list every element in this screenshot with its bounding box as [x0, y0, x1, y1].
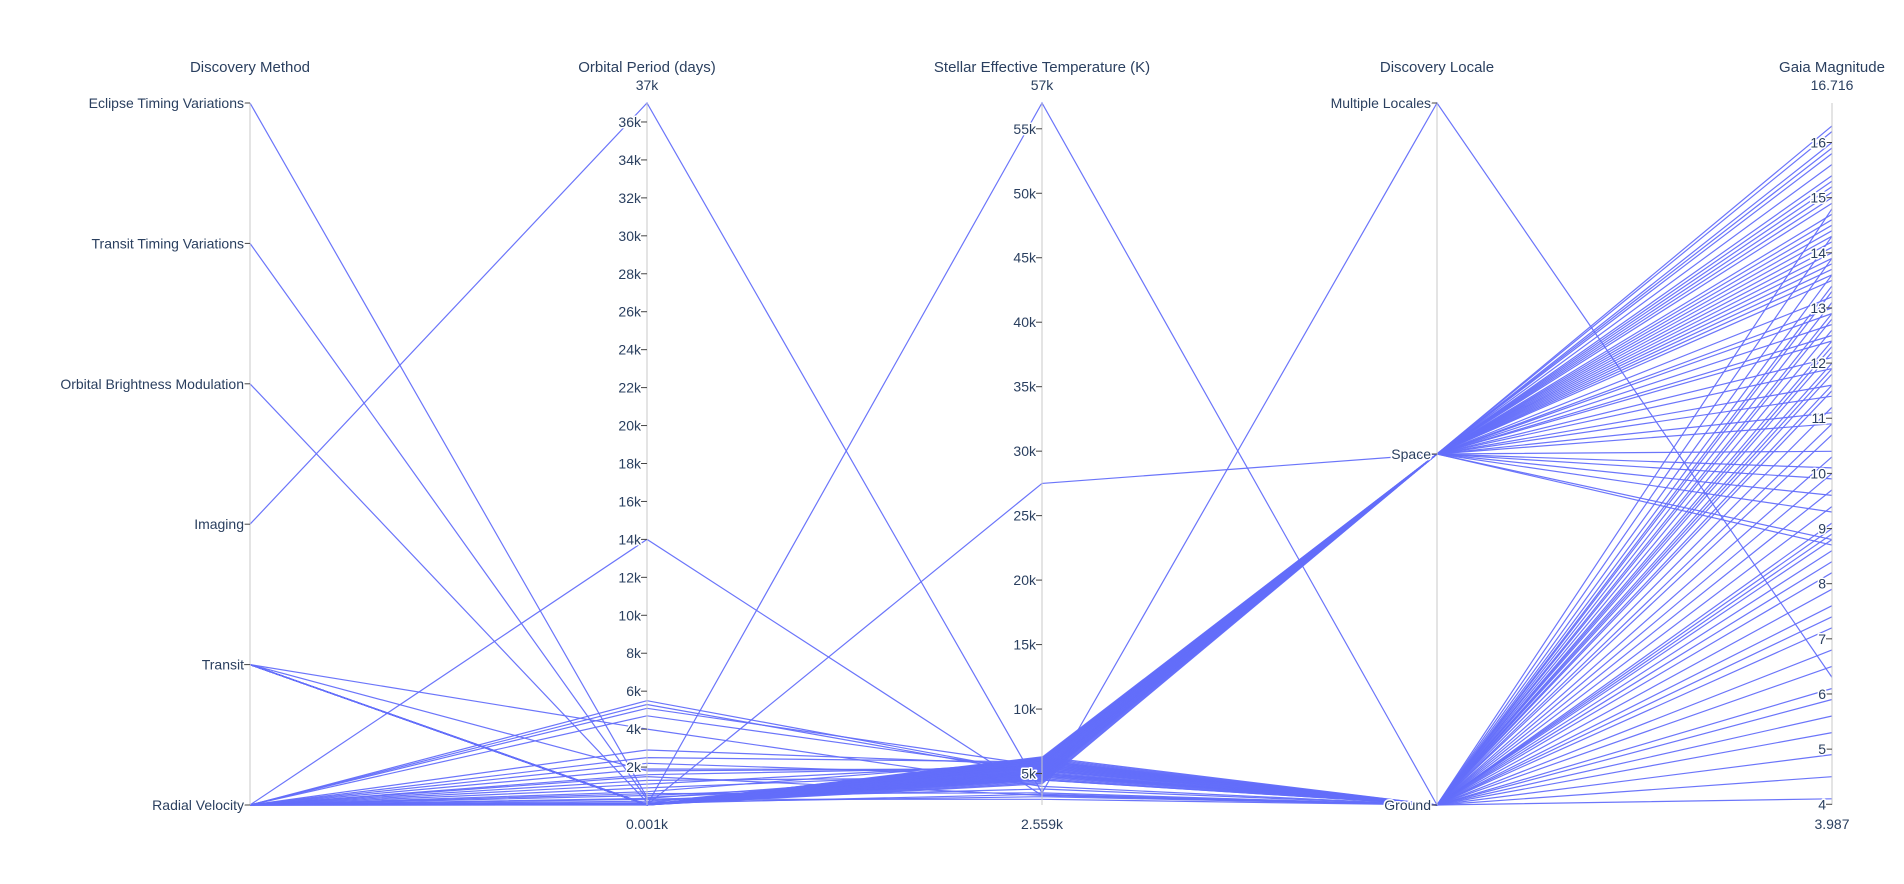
data-line-40 — [249, 373, 1833, 806]
data-line-72 — [249, 147, 1833, 806]
axis-title-locale: Discovery Locale — [1380, 59, 1494, 76]
tick-label-teff-7: 40k — [1013, 314, 1037, 330]
tick-label-gaia-12: 16 — [1810, 134, 1826, 150]
tick-label-teff-9: 50k — [1013, 185, 1037, 201]
data-line-43 — [249, 285, 1833, 806]
tick-label-period-10: 22k — [618, 380, 642, 396]
tick-label-period-2: 6k — [626, 683, 642, 699]
axis-min-label-teff: 2.559k — [1021, 816, 1064, 832]
data-line-68 — [249, 357, 1833, 806]
tick-label-method-2: Imaging — [194, 516, 244, 532]
data-line-59 — [249, 323, 1833, 806]
data-line-48 — [249, 191, 1833, 806]
tick-label-teff-8: 45k — [1013, 250, 1037, 266]
axis-method[interactable]: Discovery Method Radial Velocity Transit Im… — [59, 59, 310, 815]
data-lines — [249, 101, 1833, 806]
tick-label-teff-5: 30k — [1013, 443, 1037, 459]
data-line-54 — [249, 202, 1833, 806]
data-line-38 — [249, 340, 1833, 806]
data-line-66 — [249, 197, 1833, 806]
tick-label-teff-6: 35k — [1013, 379, 1037, 395]
data-line-83 — [249, 453, 1833, 806]
axis-gaia[interactable]: Gaia Magnitude 4 5 6 7 8 9 10 11 12 13 14 15 16 16.716… — [1779, 59, 1885, 832]
tick-label-teff-4: 25k — [1013, 508, 1037, 524]
tick-label-teff-2: 15k — [1013, 637, 1037, 653]
data-line-1 — [249, 235, 1833, 806]
tick-label-teff-0: 5k — [1021, 766, 1037, 782]
data-line-69 — [249, 246, 1833, 806]
axis-title-method: Discovery Method — [190, 59, 310, 76]
tick-label-gaia-1: 5 — [1818, 741, 1826, 757]
tick-label-method-3: Orbital Brightness Modulation — [60, 376, 244, 392]
tick-label-locale-1: Space — [1391, 446, 1431, 462]
tick-label-method-4: Transit Timing Variations — [92, 235, 245, 251]
data-line-57 — [249, 180, 1833, 806]
tick-label-period-17: 36k — [618, 114, 642, 130]
tick-label-period-7: 16k — [618, 493, 642, 509]
axis-teff[interactable]: Stellar Effective Temperature (K) 5k 10k 15… — [934, 59, 1150, 832]
data-line-77 — [249, 384, 1833, 806]
tick-label-period-3: 8k — [626, 645, 642, 661]
tick-label-teff-3: 20k — [1013, 572, 1037, 588]
axis-max-label-gaia: 16.716 — [1811, 77, 1854, 93]
tick-label-gaia-4: 8 — [1818, 576, 1826, 592]
data-line-53 — [249, 142, 1833, 806]
tick-label-method-5: Eclipse Timing Variations — [89, 95, 244, 111]
tick-label-period-8: 18k — [618, 455, 642, 471]
tick-label-period-15: 32k — [618, 190, 642, 206]
data-line-33 — [249, 362, 1833, 806]
tick-label-gaia-7: 11 — [1811, 410, 1826, 426]
tick-label-method-1: Transit — [202, 657, 244, 673]
tick-label-gaia-3: 7 — [1818, 631, 1826, 647]
tick-label-period-16: 34k — [618, 152, 642, 168]
axis-title-period: Orbital Period (days) — [578, 59, 716, 76]
tick-label-period-1: 4k — [626, 721, 642, 737]
tick-label-gaia-9: 13 — [1810, 300, 1826, 316]
axis-min-label-period: 0.001k — [626, 816, 669, 832]
data-line-2 — [249, 257, 1833, 806]
axis-locale[interactable]: Discovery Locale Ground Space Multiple Loca… — [1329, 59, 1495, 815]
tick-label-gaia-5: 9 — [1818, 521, 1826, 537]
axis-max-label-period: 37k — [636, 77, 660, 93]
data-line-67 — [249, 257, 1833, 806]
data-line-75 — [249, 224, 1833, 806]
tick-label-gaia-2: 6 — [1818, 686, 1826, 702]
tick-label-locale-2: Multiple Locales — [1331, 95, 1431, 111]
axis-max-label-teff: 57k — [1031, 77, 1055, 93]
data-line-47 — [249, 219, 1833, 806]
tick-label-teff-1: 10k — [1013, 701, 1037, 717]
tick-label-period-11: 24k — [618, 342, 642, 358]
tick-label-period-6: 14k — [618, 531, 642, 547]
axis-title-teff: Stellar Effective Temperature (K) — [934, 59, 1150, 76]
tick-label-gaia-0: 4 — [1818, 796, 1826, 812]
axes: Discovery Method Radial Velocity Transit Im… — [59, 59, 1885, 832]
tick-label-period-14: 30k — [618, 228, 642, 244]
axis-period[interactable]: Orbital Period (days) 2k 4k 6k 8k 10k 12k 14k 16… — [578, 59, 716, 832]
tick-label-method-0: Radial Velocity — [152, 797, 244, 813]
tick-label-period-12: 26k — [618, 304, 642, 320]
tick-label-period-9: 20k — [618, 418, 642, 434]
axis-title-gaia: Gaia Magnitude — [1779, 59, 1885, 76]
data-line-22 — [249, 384, 1833, 806]
tick-label-period-0: 2k — [626, 759, 642, 775]
tick-label-gaia-6: 10 — [1810, 465, 1826, 481]
tick-label-gaia-8: 12 — [1810, 355, 1826, 371]
data-line-76 — [249, 312, 1833, 806]
data-line-56 — [249, 252, 1833, 806]
tick-label-locale-0: Ground — [1384, 797, 1431, 813]
data-line-62 — [249, 340, 1833, 806]
data-line-41 — [249, 313, 1833, 806]
axis-min-label-gaia: 3.987 — [1814, 816, 1849, 832]
tick-label-period-5: 12k — [618, 569, 642, 585]
tick-label-teff-10: 55k — [1013, 121, 1037, 137]
data-line-3 — [249, 101, 1833, 795]
tick-label-period-13: 28k — [618, 266, 642, 282]
tick-label-period-4: 10k — [618, 607, 642, 623]
data-line-50 — [249, 241, 1833, 806]
tick-label-gaia-11: 15 — [1810, 190, 1826, 206]
data-line-64 — [249, 213, 1833, 806]
tick-label-gaia-10: 14 — [1810, 245, 1826, 261]
